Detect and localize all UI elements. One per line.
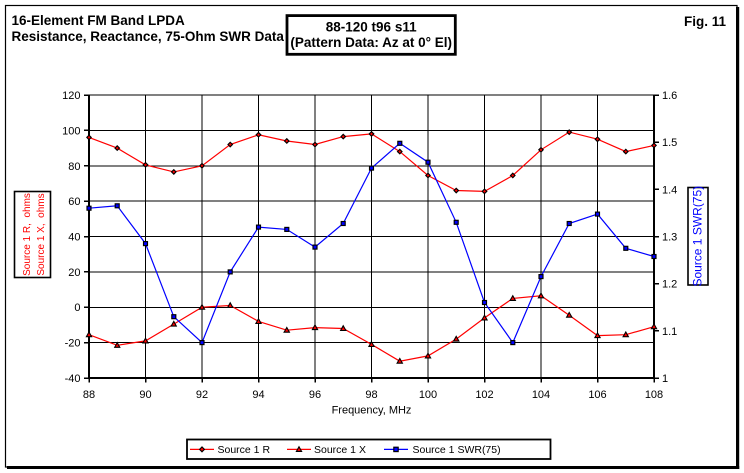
svg-text:1.4: 1.4 <box>662 184 677 196</box>
svg-text:98: 98 <box>365 389 377 401</box>
svg-text:1.5: 1.5 <box>662 137 677 149</box>
svg-text:80: 80 <box>68 161 80 173</box>
svg-text:40: 40 <box>68 232 80 244</box>
svg-text:90: 90 <box>139 389 151 401</box>
svg-text:88: 88 <box>83 389 95 401</box>
svg-text:-40: -40 <box>65 373 81 385</box>
svg-text:108: 108 <box>645 389 663 401</box>
svg-text:94: 94 <box>252 389 264 401</box>
svg-text:1.2: 1.2 <box>662 279 677 291</box>
svg-text:Source 1 R, ohms: Source 1 R, ohms <box>22 193 33 276</box>
svg-text:(Pattern Data: Az at 0° El): (Pattern Data: Az at 0° El) <box>290 35 452 50</box>
svg-text:100: 100 <box>62 125 80 137</box>
svg-text:-20: -20 <box>65 338 81 350</box>
svg-text:Frequency, MHz: Frequency, MHz <box>332 405 412 417</box>
svg-text:Fig. 11: Fig. 11 <box>684 14 727 29</box>
svg-text:60: 60 <box>68 196 80 208</box>
svg-text:1: 1 <box>662 373 668 385</box>
svg-text:104: 104 <box>532 389 550 401</box>
svg-text:1.6: 1.6 <box>662 90 677 102</box>
svg-text:Source 1 X, ohms: Source 1 X, ohms <box>36 193 47 275</box>
svg-text:1.1: 1.1 <box>662 326 677 338</box>
svg-text:16-Element FM Band LPDA: 16-Element FM Band LPDA <box>12 13 186 28</box>
svg-text:1.3: 1.3 <box>662 232 677 244</box>
svg-text:88-120 t96 s11: 88-120 t96 s11 <box>326 19 417 34</box>
svg-text:92: 92 <box>196 389 208 401</box>
svg-text:Source 1 R: Source 1 R <box>218 444 271 456</box>
svg-text:96: 96 <box>309 389 321 401</box>
svg-text:106: 106 <box>588 389 606 401</box>
svg-text:20: 20 <box>68 267 80 279</box>
svg-text:0: 0 <box>74 302 80 314</box>
svg-text:100: 100 <box>419 389 437 401</box>
svg-text:Source 1 X: Source 1 X <box>314 444 366 456</box>
svg-text:120: 120 <box>62 90 80 102</box>
svg-text:Source 1 SWR(75): Source 1 SWR(75) <box>413 444 501 456</box>
svg-text:Source 1 SWR(75): Source 1 SWR(75) <box>691 186 705 287</box>
svg-text:102: 102 <box>475 389 493 401</box>
svg-text:Resistance, Reactance, 75-Ohm: Resistance, Reactance, 75-Ohm SWR Data <box>12 29 285 44</box>
